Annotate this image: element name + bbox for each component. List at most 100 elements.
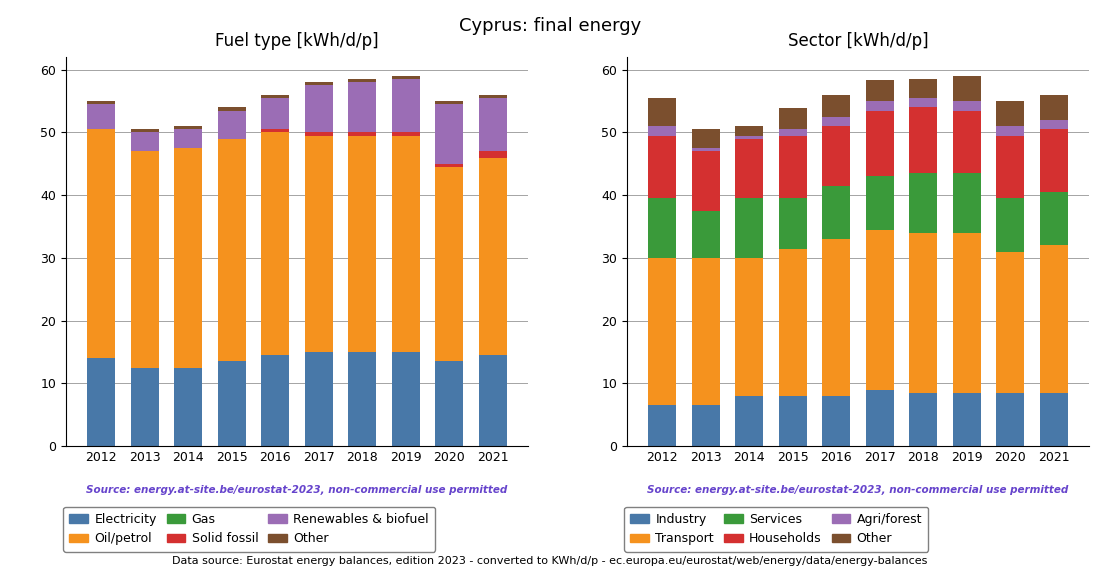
Bar	[478, 98, 507, 152]
Bar	[392, 79, 420, 133]
Bar	[1040, 129, 1068, 192]
Bar	[997, 198, 1024, 252]
Legend: Industry, Transport, Services, Households, Agri/forest, Other: Industry, Transport, Services, Household…	[624, 507, 928, 551]
Bar	[779, 249, 807, 396]
Bar	[478, 355, 507, 446]
Bar	[997, 126, 1024, 136]
Bar	[174, 129, 202, 148]
Bar	[779, 198, 807, 249]
Bar	[909, 98, 937, 108]
Bar	[348, 82, 376, 133]
Bar	[866, 390, 894, 446]
Bar	[779, 396, 807, 446]
Bar	[348, 133, 376, 136]
Bar	[735, 258, 763, 396]
Bar	[1040, 393, 1068, 446]
Bar	[648, 98, 676, 126]
Bar	[1040, 120, 1068, 129]
Bar	[909, 108, 937, 173]
Bar	[261, 133, 289, 355]
Text: Source: energy.at-site.be/eurostat-2023, non-commercial use permitted: Source: energy.at-site.be/eurostat-2023,…	[87, 485, 507, 495]
Bar	[866, 230, 894, 390]
Bar	[822, 95, 850, 117]
Bar	[822, 239, 850, 396]
Bar	[261, 95, 289, 98]
Bar	[866, 110, 894, 176]
Bar	[735, 136, 763, 139]
Bar	[735, 396, 763, 446]
Bar	[436, 164, 463, 167]
Bar	[692, 129, 719, 148]
Bar	[436, 104, 463, 164]
Bar	[779, 108, 807, 129]
Bar	[953, 233, 981, 393]
Bar	[87, 129, 116, 358]
Bar	[131, 368, 158, 446]
Bar	[131, 152, 158, 368]
Bar	[392, 352, 420, 446]
Bar	[392, 136, 420, 352]
Bar	[218, 139, 246, 362]
Bar	[436, 101, 463, 104]
Bar	[909, 393, 937, 446]
Bar	[174, 368, 202, 446]
Text: Cyprus: final energy: Cyprus: final energy	[459, 17, 641, 35]
Title: Sector [kWh/d/p]: Sector [kWh/d/p]	[788, 32, 928, 50]
Bar	[218, 362, 246, 446]
Bar	[348, 136, 376, 352]
Legend: Electricity, Oil/petrol, Gas, Solid fossil, Renewables & biofuel, Other: Electricity, Oil/petrol, Gas, Solid foss…	[63, 507, 436, 551]
Bar	[261, 129, 289, 133]
Bar	[953, 110, 981, 173]
Bar	[392, 76, 420, 79]
Bar	[822, 396, 850, 446]
Bar	[348, 79, 376, 82]
Bar	[779, 136, 807, 198]
Bar	[478, 95, 507, 98]
Bar	[648, 258, 676, 406]
Bar	[174, 148, 202, 368]
Bar	[87, 104, 116, 129]
Bar	[174, 126, 202, 129]
Bar	[997, 136, 1024, 198]
Bar	[953, 101, 981, 110]
Bar	[997, 393, 1024, 446]
Bar	[692, 258, 719, 406]
Bar	[735, 126, 763, 136]
Bar	[436, 362, 463, 446]
Bar	[305, 352, 333, 446]
Bar	[822, 126, 850, 186]
Title: Fuel type [kWh/d/p]: Fuel type [kWh/d/p]	[216, 32, 378, 50]
Bar	[1040, 245, 1068, 393]
Bar	[648, 406, 676, 446]
Bar	[261, 98, 289, 129]
Bar	[997, 101, 1024, 126]
Bar	[692, 211, 719, 258]
Bar	[478, 157, 507, 355]
Bar	[218, 108, 246, 110]
Bar	[822, 186, 850, 239]
Bar	[305, 85, 333, 133]
Bar	[478, 152, 507, 157]
Bar	[648, 198, 676, 258]
Bar	[305, 136, 333, 352]
Bar	[218, 110, 246, 139]
Bar	[822, 117, 850, 126]
Bar	[953, 173, 981, 233]
Bar	[779, 129, 807, 136]
Bar	[1040, 192, 1068, 245]
Bar	[648, 136, 676, 198]
Bar	[953, 393, 981, 446]
Bar	[392, 133, 420, 136]
Bar	[87, 101, 116, 104]
Bar	[909, 79, 937, 98]
Text: Source: energy.at-site.be/eurostat-2023, non-commercial use permitted: Source: energy.at-site.be/eurostat-2023,…	[648, 485, 1068, 495]
Bar	[866, 176, 894, 230]
Bar	[87, 358, 116, 446]
Bar	[953, 76, 981, 101]
Bar	[692, 148, 719, 152]
Bar	[131, 133, 158, 152]
Bar	[436, 167, 463, 362]
Bar	[866, 101, 894, 110]
Bar	[997, 252, 1024, 393]
Bar	[305, 133, 333, 136]
